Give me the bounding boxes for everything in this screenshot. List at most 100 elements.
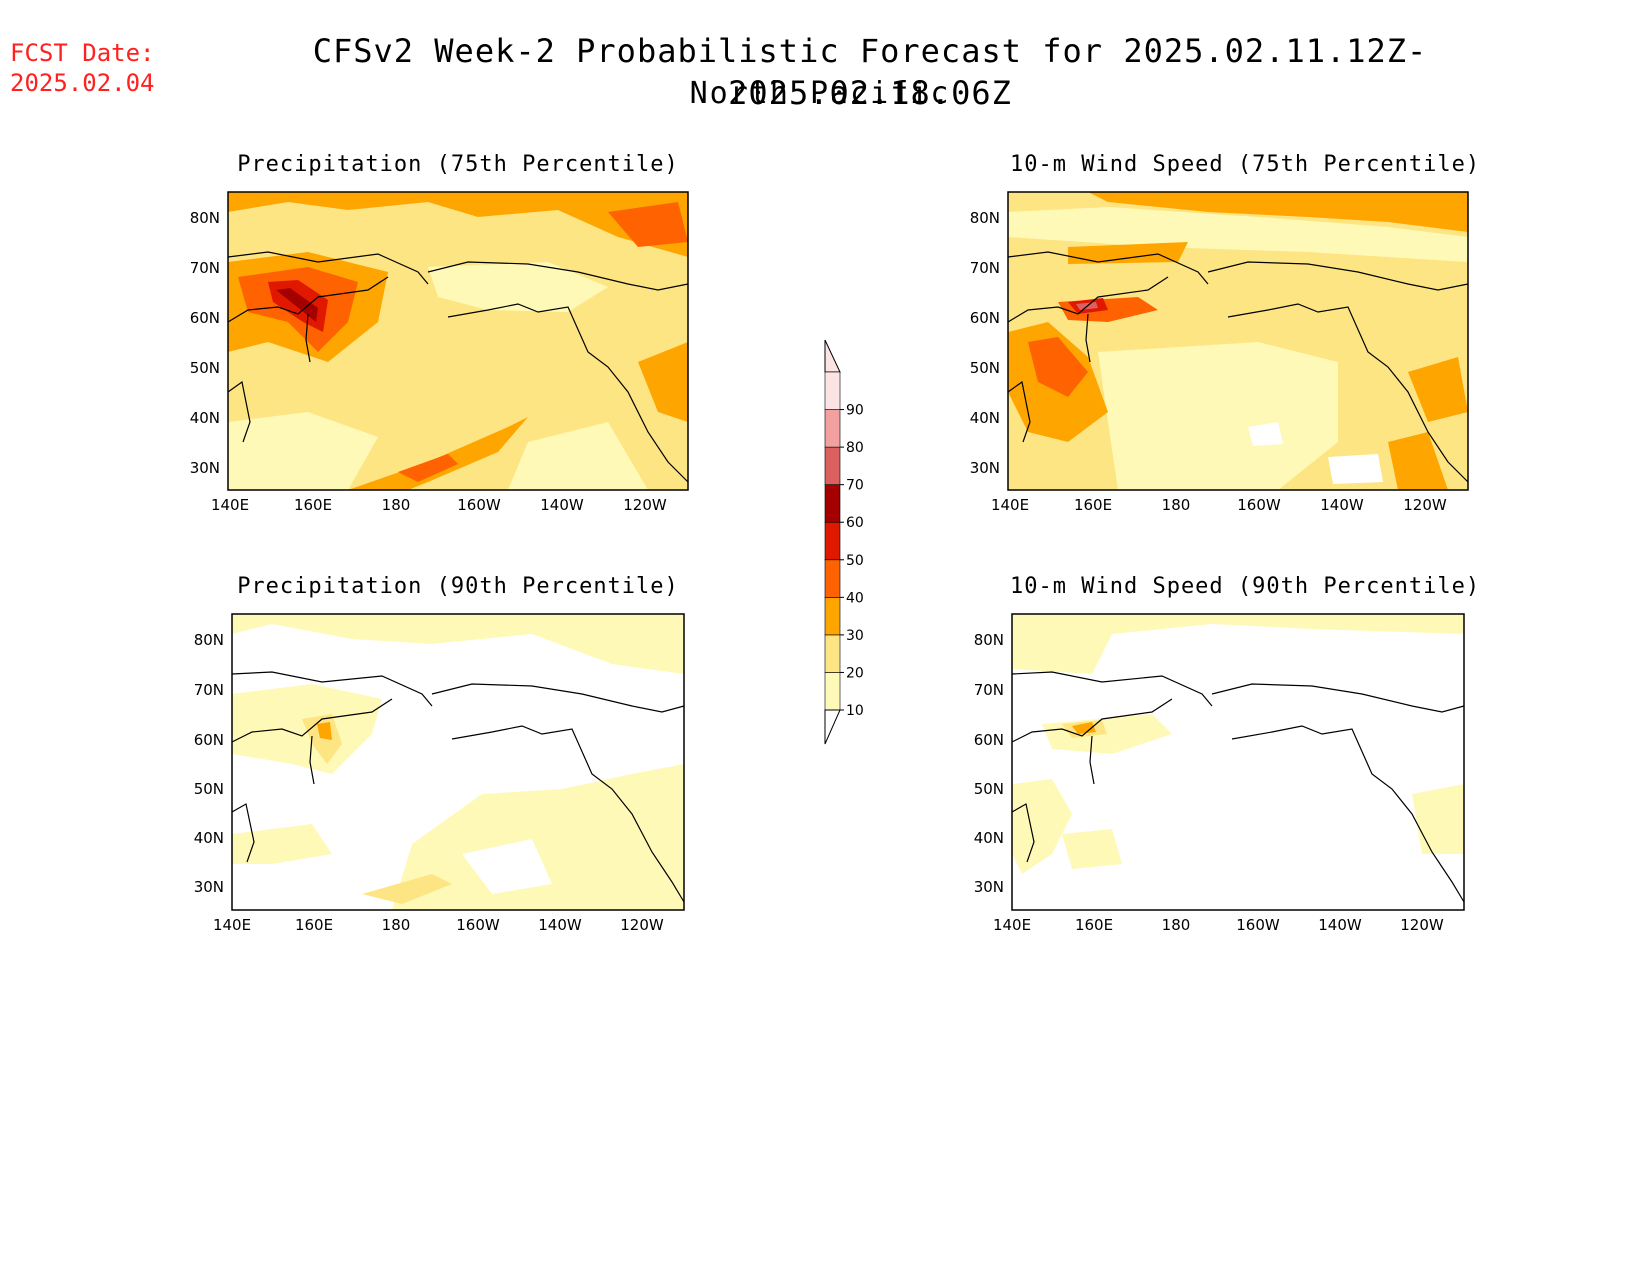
lat-tick-label: 30N: [194, 878, 224, 896]
lon-tick-label: 140E: [991, 496, 1029, 514]
contour-10-north: [1008, 207, 1468, 262]
colorbar-segment: [824, 446, 841, 485]
contour-0-patch: [1328, 454, 1383, 484]
colorbar-segment: [824, 371, 841, 410]
lat-tick-label: 80N: [970, 209, 1000, 227]
contour-10-central: [1098, 342, 1338, 490]
lat-tick-label: 30N: [974, 878, 1004, 896]
coastline-asia: [227, 251, 429, 443]
contour-10-north: [232, 614, 684, 674]
colorbar-tick-label: 40: [846, 590, 864, 606]
map-frame: 80N 70N 60N 50N 40N 30N 140E 160E 180 16…: [970, 191, 1469, 514]
lat-tick-label: 80N: [974, 631, 1004, 649]
lon-tick-label: 160E: [1075, 916, 1113, 934]
contour-10-south: [1062, 829, 1122, 869]
contour-30-east: [1408, 357, 1468, 422]
lon-tick-labels: 140E 160E 180 160W 140W 120W: [993, 916, 1444, 934]
contour-10-southeast: [508, 422, 648, 490]
lat-tick-labels: 80N 70N 60N 50N 40N 30N: [974, 631, 1004, 896]
colorbar-tick-label: 10: [846, 703, 864, 719]
lat-tick-label: 60N: [974, 731, 1004, 749]
map-border: [1011, 613, 1465, 911]
map-panel-wind-75: 80N 70N 60N 50N 40N 30N 140E 160E 180 16…: [970, 191, 1469, 514]
lon-tick-label: 160E: [294, 496, 332, 514]
panel-title-precip-90: Precipitation (90th Percentile): [237, 574, 679, 599]
lat-tick-label: 60N: [970, 309, 1000, 327]
colorbar-tick-label: 50: [846, 553, 864, 569]
region-subtitle: North Pacific: [689, 76, 951, 111]
lon-tick-label: 160W: [1236, 916, 1280, 934]
map-panel-precip-90: 80N 70N 60N 50N 40N 30N 140E 160E 180 16…: [194, 613, 685, 934]
lat-tick-label: 40N: [194, 829, 224, 847]
coastline-asia: [231, 671, 433, 863]
contour-30-west: [317, 722, 332, 740]
lat-tick-label: 80N: [190, 209, 220, 227]
colorbar-tick-label: 20: [846, 665, 864, 681]
lon-tick-label: 140E: [211, 496, 249, 514]
map-border: [227, 191, 689, 491]
lon-tick-label: 180: [382, 496, 411, 514]
map-border: [1007, 191, 1469, 491]
colorbar-segment: [824, 634, 841, 673]
lat-tick-label: 70N: [974, 681, 1004, 699]
lat-tick-label: 40N: [974, 829, 1004, 847]
contour-30-band: [1068, 242, 1188, 264]
map-panel-wind-90: 80N 70N 60N 50N 40N 30N 140E 160E 180 16…: [974, 613, 1465, 934]
lon-tick-label: 180: [1162, 496, 1191, 514]
coastline-asia: [1011, 671, 1213, 863]
lon-tick-label: 160W: [456, 916, 500, 934]
lon-tick-label: 120W: [1403, 496, 1447, 514]
contour-10-north: [1012, 614, 1464, 674]
colorbar-tick-label: 80: [846, 440, 864, 456]
lon-tick-labels: 140E 160E 180 160W 140W 120W: [211, 496, 667, 514]
lon-tick-label: 180: [1162, 916, 1191, 934]
lon-tick-label: 140W: [540, 496, 584, 514]
map-frame: 80N 70N 60N 50N 40N 30N 140E 160E 180 16…: [974, 613, 1465, 934]
lon-tick-label: 140W: [1320, 496, 1364, 514]
lat-tick-label: 40N: [970, 409, 1000, 427]
contour-30-center: [1072, 722, 1096, 734]
lat-tick-label: 30N: [190, 459, 220, 477]
contour-30-southband: [348, 417, 528, 490]
contour-60-west: [276, 288, 318, 322]
lat-tick-label: 70N: [194, 681, 224, 699]
lat-tick-label: 70N: [190, 259, 220, 277]
contour-40-west: [1028, 337, 1088, 397]
contour-0-south-hole: [462, 839, 552, 894]
lat-tick-label: 60N: [194, 731, 224, 749]
lon-tick-label: 180: [382, 916, 411, 934]
lat-tick-label: 70N: [970, 259, 1000, 277]
contour-10-sw: [1012, 779, 1072, 874]
contour-10-south: [228, 412, 378, 490]
contour-30-northeast: [608, 202, 688, 247]
colorbar-segment: [824, 672, 841, 711]
colorbar: 10 20 30 40 50 60 70 80 90: [824, 339, 864, 745]
colorbar-tick-label: 90: [846, 403, 864, 419]
colorbar-segment: [824, 484, 841, 523]
map-border: [231, 613, 685, 911]
lat-tick-label: 50N: [970, 359, 1000, 377]
lon-tick-label: 140W: [538, 916, 582, 934]
lon-tick-label: 120W: [1400, 916, 1444, 934]
contour-30-southeast: [1388, 432, 1448, 490]
forecast-date-value: 2025.02.04: [10, 69, 155, 97]
coastline-alaska: [431, 683, 685, 903]
lon-tick-label: 140W: [1318, 916, 1362, 934]
map-panel-precip-75: 80N 70N 60N 50N 40N 30N 140E 160E 180 16…: [190, 191, 689, 514]
colorbar-tick-label: 30: [846, 628, 864, 644]
contour-10-east: [1412, 784, 1464, 854]
lon-tick-label: 120W: [623, 496, 667, 514]
colorbar-segment: [824, 409, 841, 448]
lat-tick-label: 50N: [190, 359, 220, 377]
contour-30-east: [638, 342, 688, 422]
lat-tick-label: 50N: [194, 780, 224, 798]
lon-tick-label: 140E: [993, 916, 1031, 934]
forecast-date-label: FCST Date:: [10, 39, 155, 67]
contour-30-top: [228, 192, 688, 257]
contour-0-patch2: [1248, 422, 1283, 446]
lat-tick-labels: 80N 70N 60N 50N 40N 30N: [194, 631, 224, 896]
colorbar-tick-label: 70: [846, 478, 864, 494]
lat-tick-labels: 80N 70N 60N 50N 40N 30N: [190, 209, 220, 477]
coastline-alaska: [1207, 261, 1469, 483]
contour-10-south: [392, 764, 684, 910]
